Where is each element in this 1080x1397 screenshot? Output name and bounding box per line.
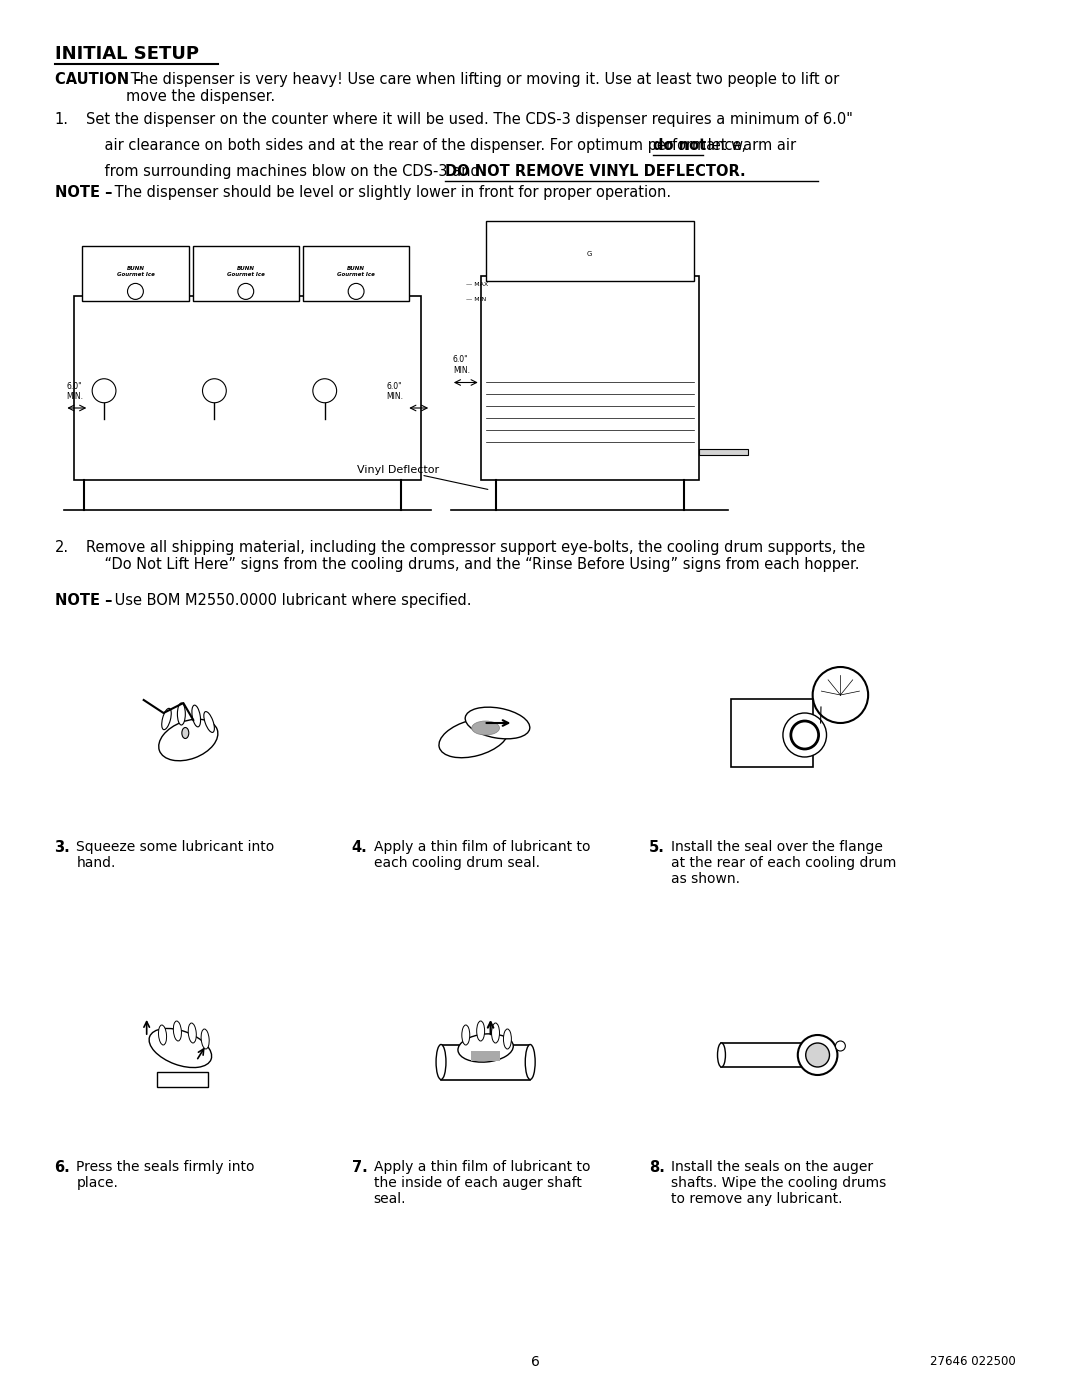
Ellipse shape [174,1021,181,1041]
Ellipse shape [149,1028,212,1067]
Text: 6.0"
MIN.: 6.0" MIN. [387,381,404,401]
Ellipse shape [472,721,499,735]
Text: Set the dispenser on the counter where it will be used. The CDS-3 dispenser requ: Set the dispenser on the counter where i… [86,112,853,127]
Ellipse shape [188,1023,197,1044]
Text: Use BOM M2550.0000 lubricant where specified.: Use BOM M2550.0000 lubricant where speci… [110,592,472,608]
Text: CAUTION –: CAUTION – [54,73,141,87]
Text: DO NOT REMOVE VINYL DEFLECTOR.: DO NOT REMOVE VINYL DEFLECTOR. [445,163,745,179]
Text: BUNN
Gourmet Ice: BUNN Gourmet Ice [117,265,154,277]
Ellipse shape [503,1030,511,1049]
Text: 6: 6 [530,1355,540,1369]
Circle shape [812,666,868,724]
Ellipse shape [438,718,509,757]
Text: 27646 022500: 27646 022500 [930,1355,1016,1368]
Text: 3.: 3. [54,840,70,855]
Ellipse shape [192,705,201,726]
Circle shape [783,712,826,757]
Circle shape [348,284,364,299]
Bar [302,246,409,302]
Text: Remove all shipping material, including the compressor support eye-bolts, the co: Remove all shipping material, including … [86,541,865,573]
Text: Install the seal over the flange
at the rear of each cooling drum
as shown.: Install the seal over the flange at the … [671,840,896,887]
Text: — MIN: — MIN [465,298,486,302]
Text: 5.: 5. [649,840,665,855]
Circle shape [836,1041,846,1051]
Circle shape [203,379,227,402]
Text: Install the seals on the auger
shafts. Wipe the cooling drums
to remove any lubr: Install the seals on the auger shafts. W… [671,1160,887,1207]
Bar [75,296,421,481]
Bar [731,698,812,767]
Text: air clearance on both sides and at the rear of the dispenser. For optimum perfor: air clearance on both sides and at the r… [86,138,751,154]
Ellipse shape [476,1021,485,1041]
Text: — MAX: — MAX [465,282,488,286]
Text: 6.0"
MIN.: 6.0" MIN. [66,381,83,401]
Text: 8.: 8. [649,1160,665,1175]
Text: NOTE –: NOTE – [54,184,112,200]
Text: Press the seals firmly into
place.: Press the seals firmly into place. [77,1160,255,1190]
Bar [721,1044,833,1067]
Bar [82,246,189,302]
Ellipse shape [465,707,530,739]
Ellipse shape [201,1030,210,1049]
Text: 6.0"
MIN.: 6.0" MIN. [453,355,470,374]
Bar [471,1051,500,1060]
Ellipse shape [436,1045,446,1080]
Text: G: G [588,251,592,257]
Text: 4.: 4. [352,840,367,855]
Circle shape [806,1044,829,1067]
Ellipse shape [717,1044,726,1067]
Text: BUNN
Gourmet Ice: BUNN Gourmet Ice [337,265,375,277]
Ellipse shape [177,703,186,725]
Text: 1.: 1. [54,112,68,127]
Text: NOTE –: NOTE – [54,592,112,608]
Text: from surrounding machines blow on the CDS-3 and: from surrounding machines blow on the CD… [86,163,485,179]
Circle shape [238,284,254,299]
Text: 7.: 7. [352,1160,367,1175]
Ellipse shape [462,1025,470,1045]
Bar [192,246,299,302]
Ellipse shape [458,1034,513,1062]
Text: The dispenser should be level or slightly lower in front for proper operation.: The dispenser should be level or slightl… [110,184,671,200]
Text: Vinyl Deflector: Vinyl Deflector [356,465,438,475]
Circle shape [791,721,819,749]
Text: Apply a thin film of lubricant to
the inside of each auger shaft
seal.: Apply a thin film of lubricant to the in… [374,1160,590,1207]
Text: let warm air: let warm air [703,138,796,154]
Text: The dispenser is very heavy! Use care when lifting or moving it. Use at least tw: The dispenser is very heavy! Use care wh… [126,73,839,105]
Ellipse shape [181,728,189,739]
Ellipse shape [159,1025,166,1045]
Circle shape [127,284,144,299]
Text: 6.: 6. [54,1160,70,1175]
Text: INITIAL SETUP: INITIAL SETUP [54,45,199,63]
Text: Squeeze some lubricant into
hand.: Squeeze some lubricant into hand. [77,840,274,870]
Ellipse shape [162,708,172,729]
Circle shape [313,379,337,402]
Bar [157,1071,208,1087]
Ellipse shape [204,711,215,732]
Text: 2.: 2. [54,541,69,555]
Bar [699,448,748,454]
Circle shape [92,379,116,402]
Bar [481,277,699,481]
Text: BUNN
Gourmet Ice: BUNN Gourmet Ice [227,265,265,277]
Text: do not: do not [653,138,706,154]
Ellipse shape [525,1045,536,1080]
Circle shape [798,1035,837,1076]
Ellipse shape [159,719,218,761]
Bar [486,221,693,281]
Ellipse shape [491,1023,499,1044]
Text: Apply a thin film of lubricant to
each cooling drum seal.: Apply a thin film of lubricant to each c… [374,840,590,870]
Bar [441,1045,530,1080]
